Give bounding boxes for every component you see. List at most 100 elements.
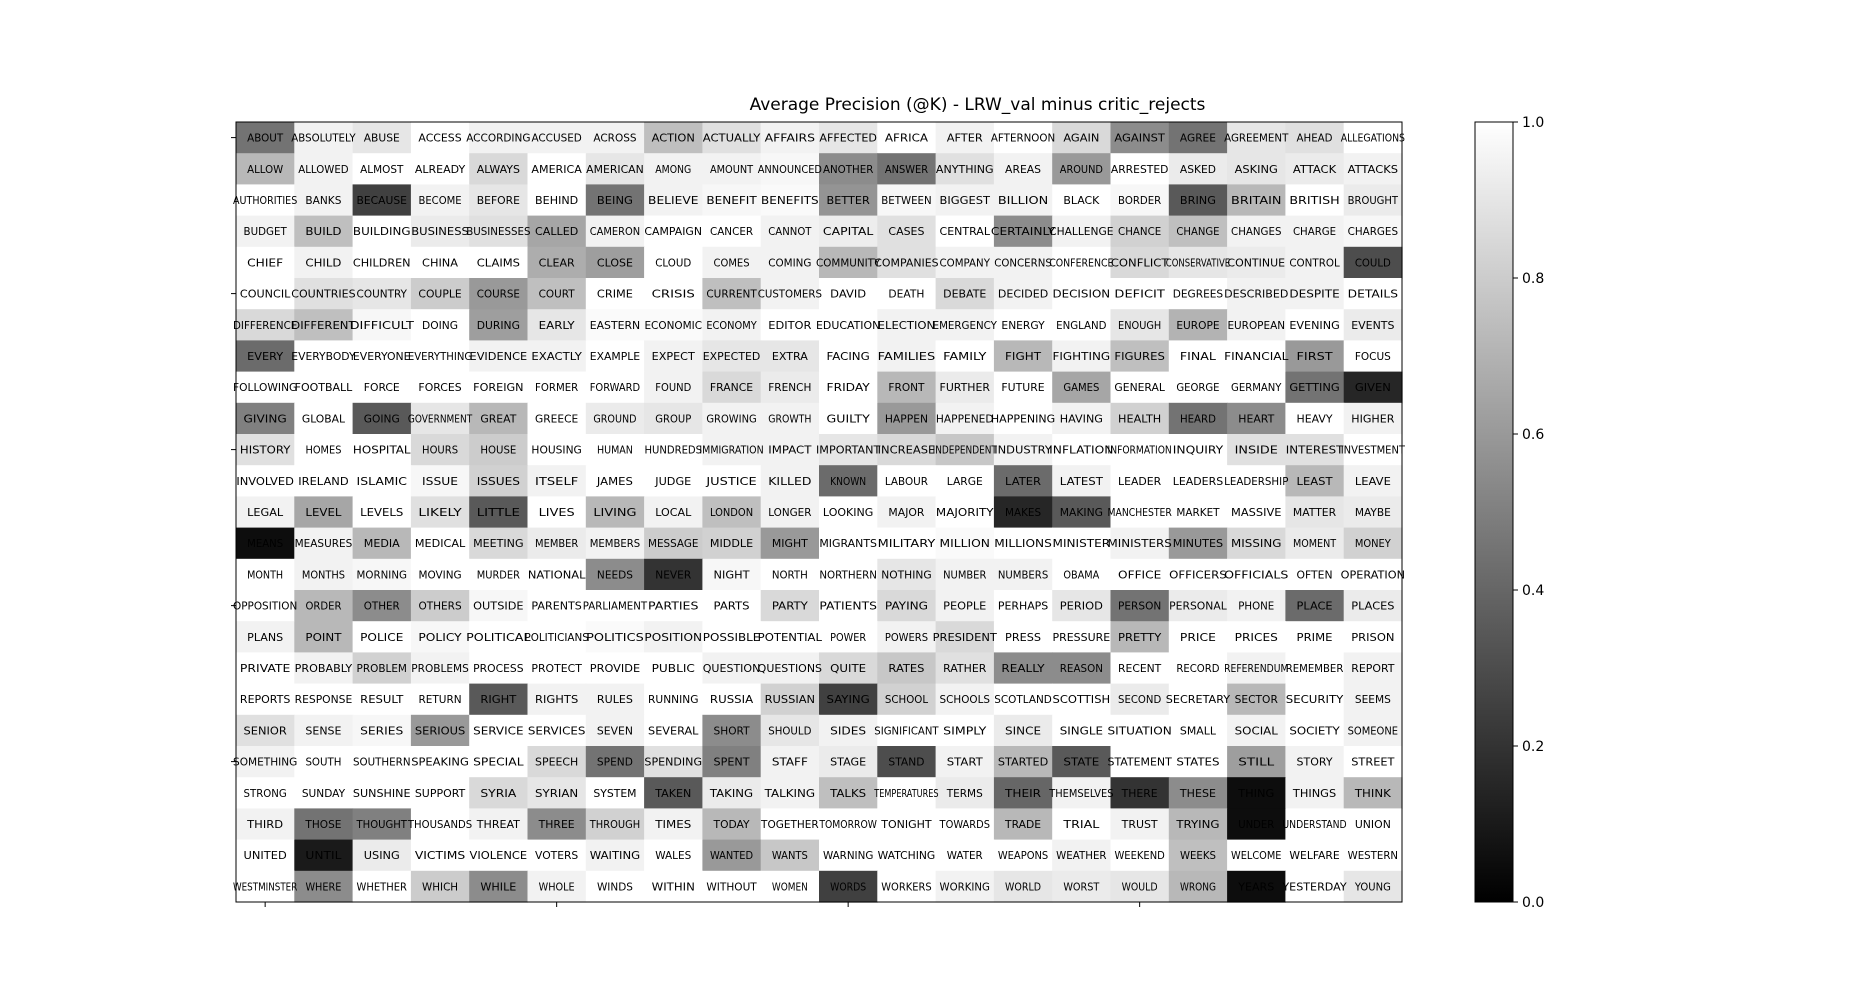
heatmap-cell [644, 215, 703, 248]
heatmap-cell [993, 683, 1053, 716]
heatmap-cell [993, 714, 1053, 747]
heatmap-cell [1227, 465, 1286, 497]
heatmap-cell [1110, 309, 1170, 341]
heatmap-cell [352, 839, 412, 872]
heatmap-cell-label: AFTERNOON [991, 133, 1055, 145]
heatmap-cell [702, 465, 762, 497]
heatmap-cell [1168, 746, 1228, 778]
heatmap-cell [644, 122, 703, 154]
heatmap-cell [1227, 621, 1286, 653]
heatmap-cell [702, 278, 762, 310]
heatmap-cell [236, 246, 295, 279]
heatmap-cell [644, 184, 703, 217]
heatmap-cell-label: ALLOWED [298, 164, 348, 176]
heatmap-cell-label: FUTURE [1001, 382, 1044, 394]
heatmap-cell-label: FIGHT [1005, 351, 1042, 363]
heatmap-cell-label: EMERGENCY [933, 320, 998, 332]
heatmap-cell-label: MEDICAL [415, 538, 466, 550]
heatmap-cell-label: MOMENT [1293, 538, 1337, 550]
heatmap-cell-label: CRIME [597, 289, 633, 301]
heatmap-cell [993, 558, 1053, 591]
heatmap-cell [1227, 434, 1286, 466]
heatmap-cell-label: EASTERN [590, 320, 640, 332]
heatmap-cell-label: SIGNIFICANT [874, 725, 939, 737]
heatmap-cell-label: MAYBE [1355, 507, 1391, 519]
heatmap-cell [1168, 371, 1228, 404]
heatmap-cell [1110, 496, 1170, 529]
heatmap-cell-label: WARNING [823, 850, 873, 862]
heatmap-cell-label: NORTH [772, 569, 808, 581]
heatmap-cell-label: CALLED [535, 226, 578, 238]
heatmap-cell-label: PEOPLE [943, 601, 986, 613]
heatmap-cell [702, 122, 762, 154]
heatmap-cell-label: ENOUGH [1118, 320, 1161, 332]
heatmap-cell [527, 714, 587, 747]
heatmap-cell-label: RIGHT [480, 694, 517, 706]
heatmap-cell [702, 839, 762, 872]
heatmap-cell-label: RUNNING [648, 694, 698, 706]
heatmap-cell [1285, 153, 1345, 185]
heatmap-cell-label: AMOUNT [710, 164, 754, 176]
heatmap-cell-label: EVERY [247, 351, 284, 363]
heatmap-cell [585, 402, 645, 435]
heatmap-cell-label: RETURN [418, 694, 461, 706]
heatmap-cell [1168, 839, 1228, 872]
heatmap-cell [1343, 122, 1403, 154]
heatmap-cell [410, 590, 470, 622]
heatmap-cell-label: THOUSANDS [407, 819, 473, 831]
heatmap-cell [527, 340, 587, 373]
heatmap-cell [585, 558, 645, 591]
heatmap-cell-label: MASSIVE [1231, 507, 1281, 519]
heatmap-cell-label: HOUSING [531, 445, 581, 457]
heatmap-cell-label: ACROSS [593, 133, 637, 145]
heatmap-cell [819, 246, 878, 279]
colorbar-tick-label: 0.4 [1522, 583, 1544, 599]
colorbar-tick-label: 0.6 [1522, 427, 1544, 443]
heatmap-cell-label: THING [1237, 788, 1274, 800]
heatmap-cell [527, 746, 587, 778]
heatmap-cell-label: NIGHT [714, 569, 751, 581]
heatmap-cell [702, 153, 762, 185]
heatmap-cell-label: SECURITY [1286, 694, 1344, 706]
heatmap-cell-label: CAPITAL [823, 226, 874, 238]
heatmap-cell-label: SENIOR [244, 725, 287, 737]
heatmap-cell [935, 527, 995, 560]
heatmap-cell-label: PARTS [714, 601, 750, 613]
heatmap-cell-label: OFFICE [1118, 569, 1161, 581]
heatmap-cell [644, 371, 703, 404]
heatmap-cell [819, 527, 878, 560]
heatmap-cell [1343, 246, 1403, 279]
heatmap-cell [1110, 777, 1170, 809]
heatmap-cell-label: ECONOMIC [644, 320, 702, 332]
heatmap-cell-label: DIFFERENCE [233, 320, 297, 332]
heatmap-cell [1227, 246, 1286, 279]
heatmap-cell-label: EDITOR [768, 320, 811, 332]
heatmap-cell-label: ALREADY [415, 164, 466, 176]
heatmap-cell [527, 278, 587, 310]
heatmap-cell [294, 215, 354, 248]
heatmap-cell-label: PERSONAL [1169, 601, 1227, 613]
heatmap-cell [410, 122, 470, 154]
heatmap-cell-label: SEEMS [1355, 694, 1391, 706]
heatmap-cell-label: PARTY [772, 601, 809, 613]
heatmap-cell [993, 870, 1053, 903]
heatmap-cell-label: LATER [1005, 476, 1041, 488]
heatmap-cell [702, 340, 762, 373]
heatmap-cell-label: WORKERS [881, 881, 932, 893]
heatmap-cell-label: LABOUR [885, 476, 928, 488]
heatmap-cell [469, 184, 529, 217]
heatmap-cell-label: AGAINST [1114, 133, 1165, 145]
heatmap-cell [702, 808, 762, 841]
heatmap-cell [527, 683, 587, 716]
heatmap-cell [294, 402, 354, 435]
heatmap-cell-label: INDEPENDENT [933, 445, 998, 457]
heatmap-cell [644, 714, 703, 747]
heatmap-cell-label: HOMES [305, 445, 341, 457]
heatmap-cell-label: OPERATION [1341, 569, 1405, 581]
heatmap-cell-label: GROWING [706, 413, 756, 425]
heatmap-cell-label: RECORD [1176, 663, 1219, 675]
heatmap-cell-label: COURSE [477, 289, 520, 301]
heatmap-cell-label: DECISION [1053, 289, 1111, 301]
heatmap-cell-label: SYRIA [480, 788, 517, 800]
heatmap-cell-label: AMONG [655, 164, 691, 176]
